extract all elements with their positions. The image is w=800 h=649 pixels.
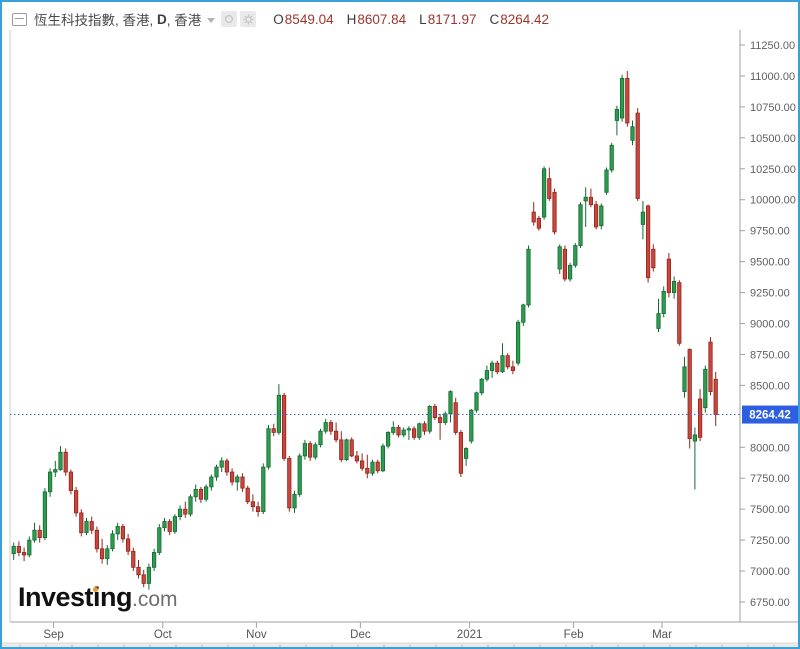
high-value: 8607.84 [357, 11, 407, 27]
svg-text:Oct: Oct [154, 629, 173, 641]
svg-text:7750.00: 7750.00 [750, 473, 790, 485]
open-label: O [273, 11, 284, 27]
svg-text:8500.00: 8500.00 [750, 380, 790, 392]
svg-text:11000.00: 11000.00 [750, 71, 795, 83]
candlestick-series [11, 70, 718, 590]
svg-text:8750.00: 8750.00 [750, 349, 790, 361]
visibility-toggle-button[interactable] [221, 11, 238, 27]
svg-text:7250.00: 7250.00 [750, 535, 790, 547]
close-label: C [489, 11, 500, 27]
open-value: 8549.04 [284, 11, 334, 27]
time-axis[interactable]: Sep Oct Nov Dec 2021 Feb Mar [43, 622, 672, 641]
svg-text:9750.00: 9750.00 [750, 226, 790, 238]
svg-text:Mar: Mar [652, 629, 672, 641]
eye-icon [225, 14, 234, 24]
logo-text: Investing [18, 582, 133, 612]
interval-label[interactable]: D [157, 11, 167, 27]
svg-text:Nov: Nov [246, 629, 267, 641]
investing-com-logo[interactable]: Investing.com [18, 584, 178, 611]
svg-text:6750.00: 6750.00 [750, 597, 790, 609]
symbol-title-region[interactable]: , 香港 [166, 13, 202, 28]
svg-text:8264.42: 8264.42 [749, 410, 791, 422]
ohlc-readout: O 8549.04 H 8607.84 L 8171.97 C 8264.42 [273, 12, 562, 27]
axes [9, 30, 798, 623]
logo-tld: .com [132, 588, 178, 611]
symbol-title[interactable]: 恆生科技指數, 香港, [34, 13, 158, 28]
svg-text:Dec: Dec [350, 629, 371, 641]
svg-text:2021: 2021 [457, 629, 483, 641]
svg-text:10250.00: 10250.00 [750, 164, 796, 176]
svg-text:9250.00: 9250.00 [750, 288, 790, 300]
svg-text:Feb: Feb [564, 629, 584, 641]
high-label: H [346, 11, 357, 27]
gear-icon [243, 13, 254, 25]
svg-text:11250.00: 11250.00 [750, 40, 795, 52]
svg-text:7000.00: 7000.00 [750, 566, 790, 578]
close-value: 8264.42 [500, 11, 550, 27]
chevron-down-icon[interactable] [207, 17, 216, 23]
svg-text:9500.00: 9500.00 [750, 257, 790, 269]
low-label: L [419, 11, 427, 27]
svg-text:10000.00: 10000.00 [750, 195, 796, 207]
svg-text:9000.00: 9000.00 [750, 319, 790, 331]
last-price-badge: 8264.42 [742, 405, 798, 424]
svg-text:8000.00: 8000.00 [750, 442, 790, 454]
logo-orange-dot [93, 587, 98, 592]
chart-canvas[interactable] [10, 30, 740, 622]
collapse-panel-icon[interactable] [12, 12, 27, 26]
settings-button[interactable] [240, 11, 257, 27]
svg-text:10500.00: 10500.00 [750, 133, 796, 145]
low-value: 8171.97 [427, 11, 477, 27]
bottom-scroll-strip[interactable] [2, 642, 798, 647]
price-axis[interactable]: 11250.00 11000.00 10750.00 10500.00 10250.00… [740, 40, 796, 609]
chart-legend: 恆生科技指數, 香港, D, 香港 O 8549.04 H 8607.84 L 817… [12, 9, 562, 29]
svg-text:7500.00: 7500.00 [750, 504, 790, 516]
svg-text:Sep: Sep [43, 629, 63, 641]
svg-text:10750.00: 10750.00 [750, 102, 796, 114]
